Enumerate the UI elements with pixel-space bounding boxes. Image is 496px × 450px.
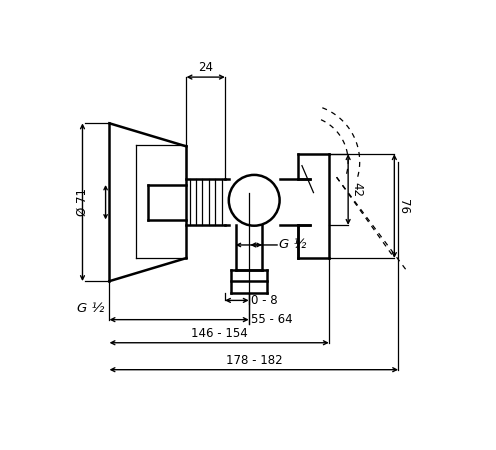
Text: 0 - 8: 0 - 8 [251,294,278,307]
Text: 24: 24 [198,61,213,74]
Text: 178 - 182: 178 - 182 [226,354,282,367]
Text: G ½: G ½ [279,238,306,252]
Text: 146 - 154: 146 - 154 [191,327,248,340]
Text: 76: 76 [397,198,410,214]
Text: Ø 71: Ø 71 [76,188,89,216]
Text: 42: 42 [351,182,364,197]
Text: G ½: G ½ [77,302,105,315]
Text: 55 - 64: 55 - 64 [251,313,293,326]
